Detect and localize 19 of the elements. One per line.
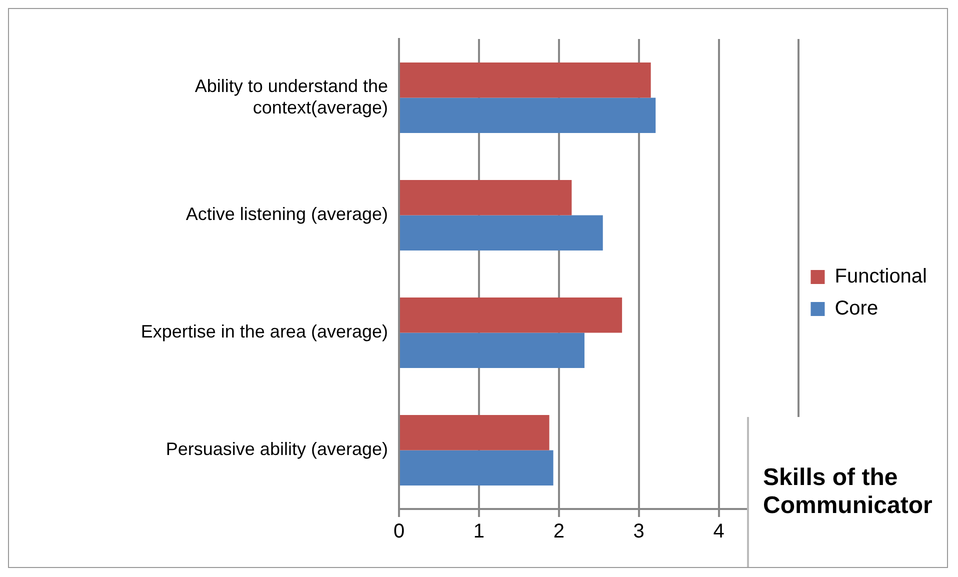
bar bbox=[400, 62, 651, 98]
x-tick-label: 2 bbox=[553, 520, 564, 543]
y-tick-label: Expertise in the area (average) bbox=[140, 322, 388, 342]
bar bbox=[400, 180, 572, 216]
bar bbox=[400, 415, 550, 450]
x-tick-label: 4 bbox=[713, 520, 724, 543]
y-tick-label: Active listening (average) bbox=[186, 204, 388, 224]
y-tick-label: Persuasive ability (average) bbox=[166, 439, 388, 460]
legend-label: Core bbox=[834, 298, 878, 320]
x-tick-label: 3 bbox=[633, 520, 644, 543]
bar bbox=[400, 98, 656, 133]
x-tick-label: 1 bbox=[473, 520, 485, 543]
bar bbox=[400, 298, 622, 333]
legend-label: Functional bbox=[834, 266, 928, 288]
x-tick-label: 0 bbox=[393, 520, 405, 543]
bar bbox=[400, 215, 603, 250]
y-tick-label: Ability to understand the context(average) bbox=[194, 76, 388, 118]
bar bbox=[400, 450, 554, 486]
bar bbox=[400, 332, 584, 368]
